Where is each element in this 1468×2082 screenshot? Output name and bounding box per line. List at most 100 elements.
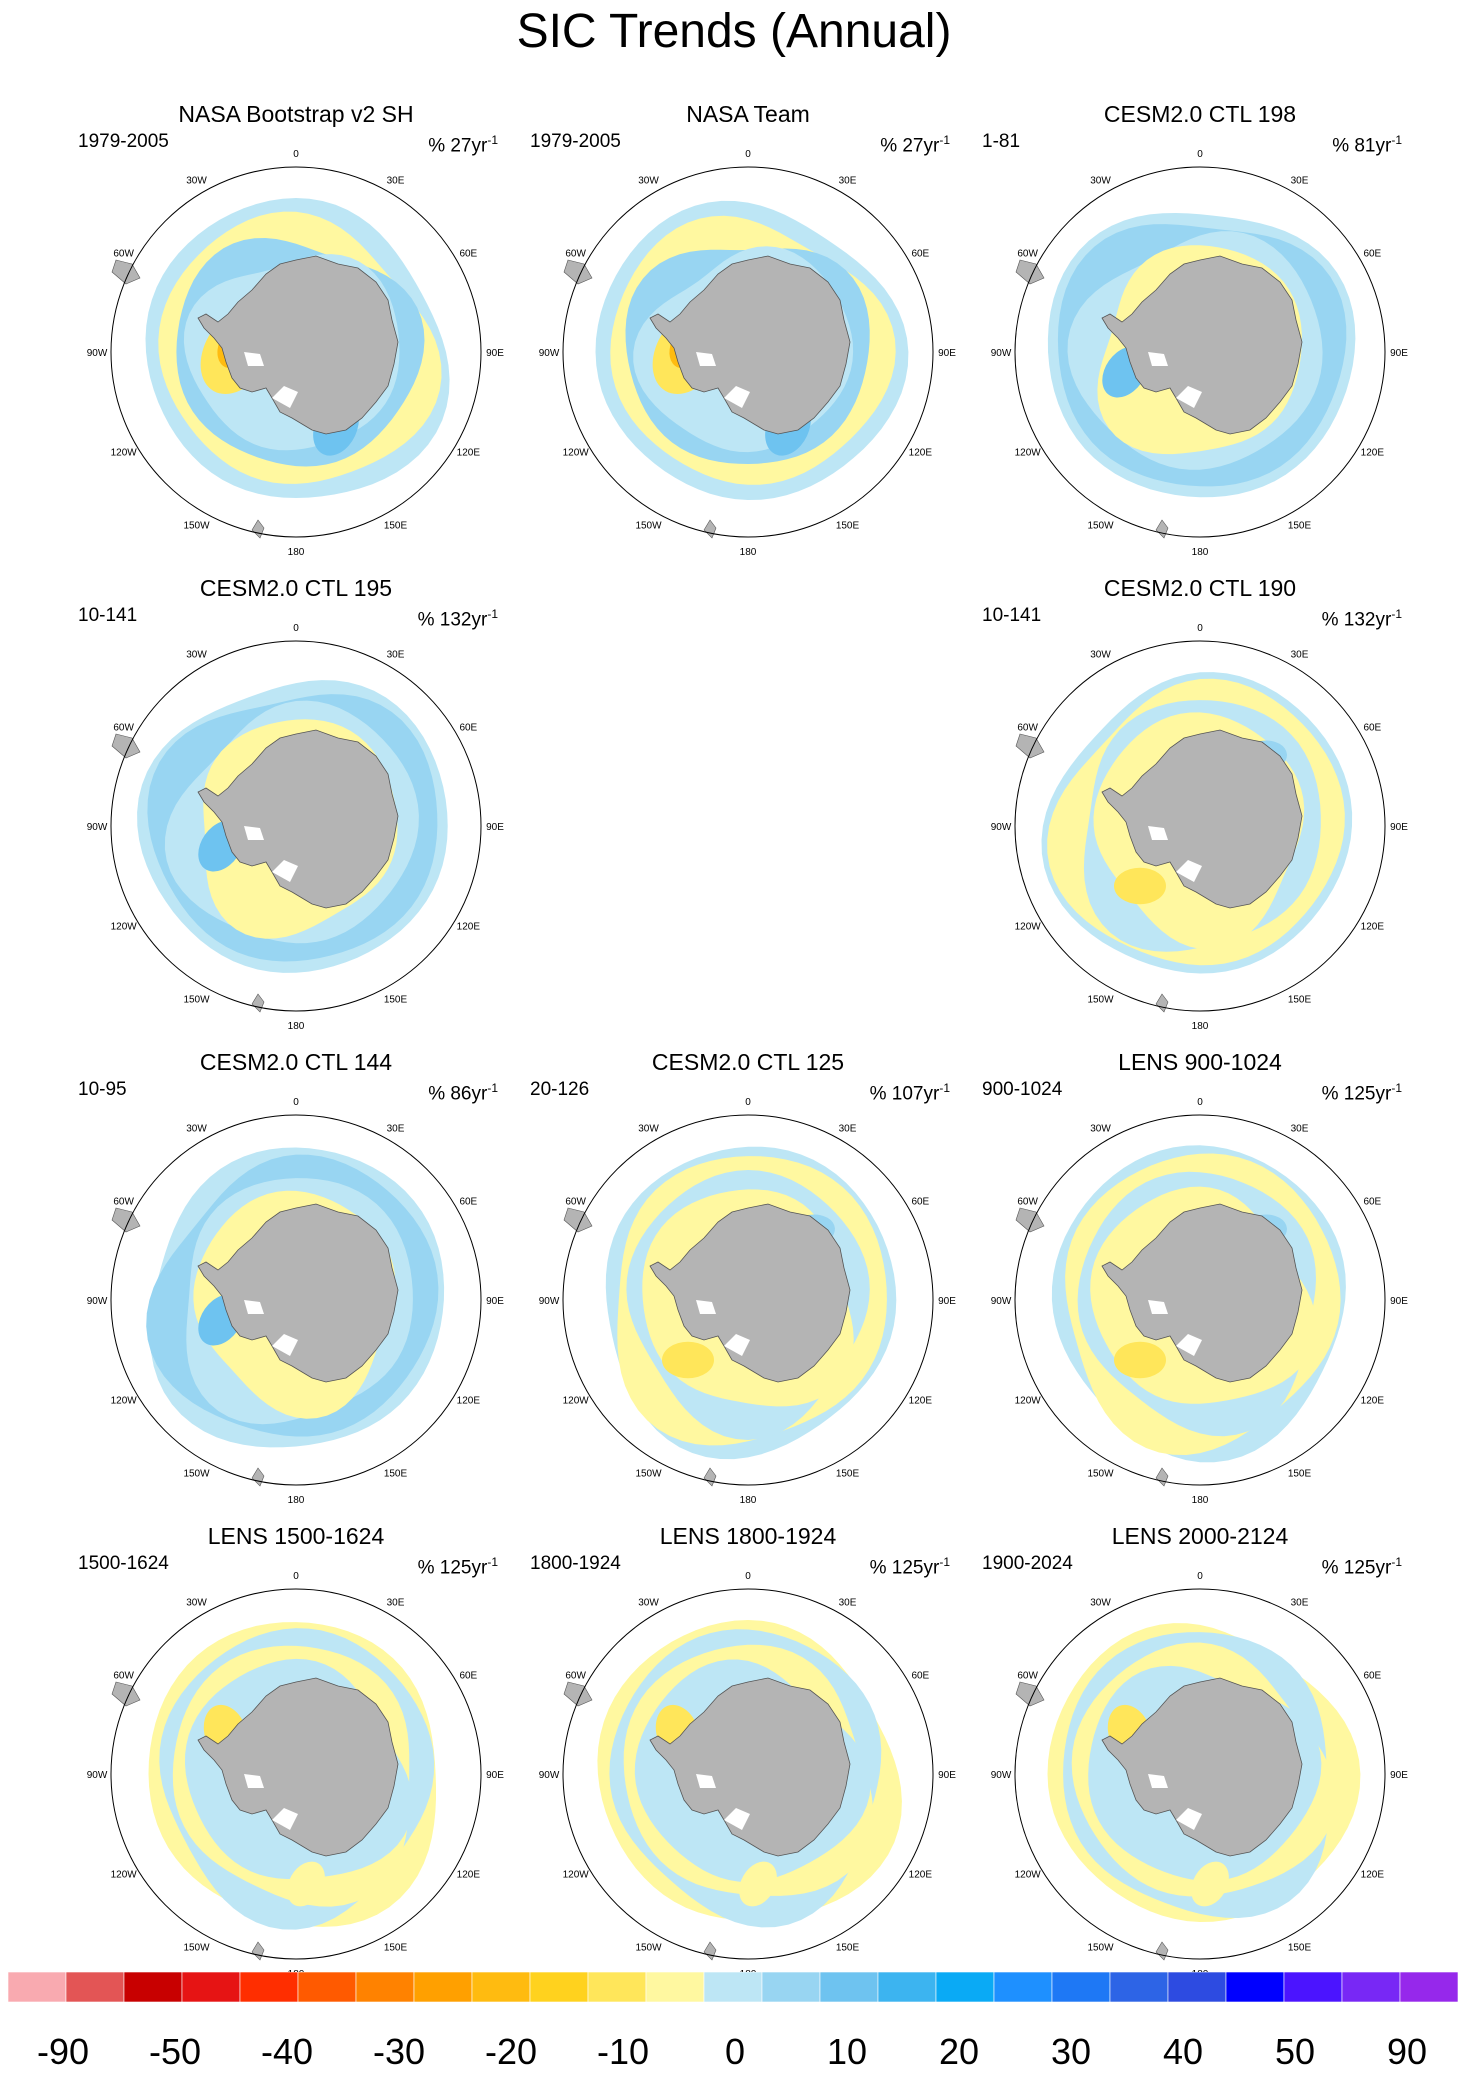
map-boundary bbox=[562, 166, 934, 538]
longitude-label: 150W bbox=[635, 520, 662, 531]
south-america-tip bbox=[1015, 1207, 1045, 1233]
longitude-label: 120E bbox=[909, 1870, 933, 1881]
longitude-label: 60E bbox=[911, 1671, 929, 1682]
panel-units: % 81yr-1 bbox=[1332, 128, 1402, 158]
trend-patch bbox=[662, 1341, 714, 1379]
panel-period: 1800-1924 bbox=[530, 1553, 621, 1574]
longitude-label: 60W bbox=[565, 249, 586, 260]
longitude-label: 30W bbox=[1090, 176, 1111, 187]
longitude-label: 120W bbox=[111, 1396, 138, 1407]
longitude-label: 30W bbox=[638, 1598, 659, 1609]
panel-units: % 125yr-1 bbox=[1322, 1550, 1402, 1580]
panel-title: LENS 1800-1924 bbox=[659, 1523, 837, 1549]
longitude-label: 150E bbox=[384, 1468, 408, 1479]
antarctica-landmass bbox=[1101, 255, 1303, 435]
panel-units: % 107yr-1 bbox=[870, 1076, 950, 1106]
longitude-label: 90W bbox=[87, 348, 108, 359]
longitude-label: 0 bbox=[1197, 1571, 1203, 1582]
colorbar-tick-label: -90 bbox=[36, 2031, 90, 2072]
panel-title: LENS 2000-2124 bbox=[1111, 1523, 1289, 1549]
longitude-label: 120W bbox=[111, 922, 138, 933]
panel-title: CESM2.0 CTL 144 bbox=[199, 1049, 393, 1075]
panel-period: 1979-2005 bbox=[530, 131, 621, 152]
longitude-label: 30W bbox=[638, 176, 659, 187]
antarctica-landmass bbox=[197, 255, 399, 435]
units-text: % 125yr bbox=[1321, 1083, 1392, 1105]
units-exponent: -1 bbox=[1391, 1555, 1402, 1569]
longitude-label: 150W bbox=[183, 994, 210, 1005]
longitude-label: 90W bbox=[87, 822, 108, 833]
map-panel: LENS 1800-1924 1800-1924 % 125yr-1 0 30E 60E 9… bbox=[528, 1522, 968, 1992]
longitude-label: 150W bbox=[1087, 1468, 1114, 1479]
colorbar-swatch bbox=[761, 1971, 821, 2003]
units-text: % 125yr bbox=[869, 1557, 940, 1579]
longitude-label: 90W bbox=[87, 1770, 108, 1781]
south-america-tip bbox=[111, 1681, 141, 1707]
longitude-label: 0 bbox=[745, 149, 751, 160]
longitude-label: 120W bbox=[111, 1870, 138, 1881]
longitude-label: 60W bbox=[113, 1671, 134, 1682]
panel-period: 1500-1624 bbox=[78, 1553, 169, 1574]
colorbar-swatch bbox=[7, 1971, 67, 2003]
longitude-label: 90E bbox=[1390, 348, 1408, 359]
longitude-label: 150E bbox=[836, 520, 860, 531]
longitude-label: 120W bbox=[563, 448, 590, 459]
longitude-label: 90E bbox=[1390, 1296, 1408, 1307]
south-america-tip bbox=[563, 1207, 593, 1233]
longitude-label: 0 bbox=[293, 1097, 299, 1108]
longitude-label: 150W bbox=[1087, 520, 1114, 531]
units-exponent: -1 bbox=[487, 133, 498, 147]
panel-units: % 27yr-1 bbox=[428, 128, 498, 158]
longitude-label: 90W bbox=[87, 1296, 108, 1307]
antarctica-landmass bbox=[649, 255, 851, 435]
longitude-label: 120W bbox=[563, 1870, 590, 1881]
longitude-label: 90W bbox=[991, 822, 1012, 833]
longitude-label: 60W bbox=[565, 1197, 586, 1208]
panel-units: % 132yr-1 bbox=[1322, 602, 1402, 632]
map-boundary bbox=[110, 166, 482, 538]
longitude-label: 90E bbox=[938, 1770, 956, 1781]
colorbar-swatch bbox=[471, 1971, 531, 2003]
colorbar-swatch bbox=[1225, 1971, 1285, 2003]
units-text: % 132yr bbox=[417, 609, 488, 631]
south-america-tip bbox=[1015, 1681, 1045, 1707]
longitude-label: 0 bbox=[1197, 149, 1203, 160]
panel-title: NASA Team bbox=[686, 101, 810, 127]
longitude-label: 30E bbox=[387, 176, 405, 187]
units-exponent: -1 bbox=[487, 1081, 498, 1095]
panel-period: 1979-2005 bbox=[78, 131, 169, 152]
colorbar-tick-label: -10 bbox=[596, 2031, 650, 2072]
colorbar-swatch bbox=[587, 1971, 647, 2003]
longitude-label: 150E bbox=[1288, 1468, 1312, 1479]
colorbar-swatch bbox=[1167, 1971, 1227, 2003]
longitude-label: 150W bbox=[635, 1468, 662, 1479]
panel-units: % 86yr-1 bbox=[428, 1076, 498, 1106]
colorbar-swatch bbox=[645, 1971, 705, 2003]
antarctica-landmass bbox=[649, 1203, 851, 1383]
colorbar-tick-label: 0 bbox=[724, 2031, 746, 2072]
units-exponent: -1 bbox=[939, 133, 950, 147]
colorbar-swatch bbox=[935, 1971, 995, 2003]
antarctica-landmass bbox=[197, 1677, 399, 1857]
longitude-label: 60E bbox=[911, 1197, 929, 1208]
longitude-label: 0 bbox=[293, 623, 299, 634]
colorbar-swatch bbox=[703, 1971, 763, 2003]
longitude-label: 30W bbox=[186, 1124, 207, 1135]
longitude-label: 60W bbox=[1017, 1671, 1038, 1682]
panel-title: CESM2.0 CTL 125 bbox=[651, 1049, 845, 1075]
colorbar-swatch bbox=[181, 1971, 241, 2003]
antarctica-landmass bbox=[649, 1677, 851, 1857]
units-text: % 125yr bbox=[417, 1557, 488, 1579]
colorbar-swatch bbox=[239, 1971, 299, 2003]
colorbar-swatch bbox=[413, 1971, 473, 2003]
longitude-label: 60E bbox=[459, 1197, 477, 1208]
colorbar-tick-label: -50 bbox=[148, 2031, 202, 2072]
colorbar-tick-label: 40 bbox=[1162, 2031, 1204, 2072]
longitude-label: 90E bbox=[938, 348, 956, 359]
longitude-label: 150E bbox=[384, 994, 408, 1005]
longitude-label: 30E bbox=[387, 1124, 405, 1135]
